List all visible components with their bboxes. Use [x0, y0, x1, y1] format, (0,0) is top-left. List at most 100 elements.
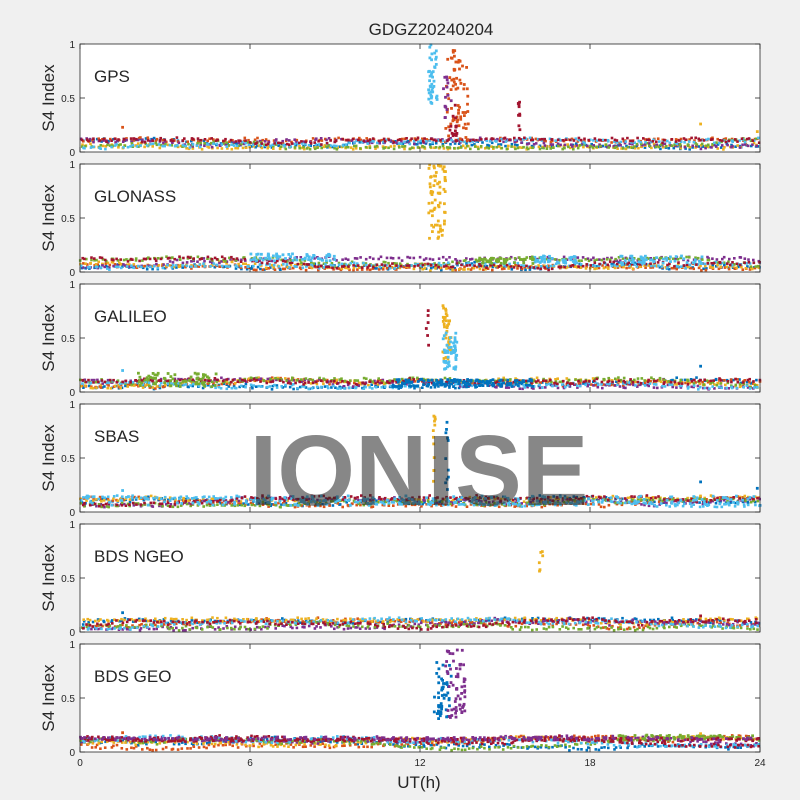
data-point: [182, 496, 185, 500]
data-point: [535, 376, 539, 380]
data-point: [203, 259, 206, 263]
data-point: [207, 379, 211, 382]
data-point: [169, 375, 173, 378]
data-point: [132, 263, 136, 266]
data-point: [108, 144, 112, 147]
data-point: [431, 214, 434, 218]
data-point: [468, 383, 472, 386]
data-point: [663, 381, 666, 384]
data-point: [452, 77, 456, 81]
data-point: [445, 381, 448, 384]
data-point: [368, 386, 372, 389]
data-point: [660, 380, 663, 384]
data-point: [533, 379, 536, 383]
data-point: [557, 261, 561, 265]
data-point: [440, 380, 444, 383]
data-point: [458, 78, 462, 82]
data-point: [544, 379, 548, 383]
data-point: [82, 386, 85, 389]
data-point: [413, 503, 417, 507]
data-point: [159, 257, 163, 261]
data-point: [547, 260, 550, 264]
data-point: [569, 146, 572, 150]
data-point: [165, 503, 168, 506]
data-point: [532, 266, 536, 269]
data-point: [304, 140, 308, 144]
data-point: [259, 139, 262, 143]
data-point: [381, 378, 385, 382]
data-point: [111, 499, 115, 502]
data-point: [480, 504, 483, 507]
data-point: [285, 379, 288, 382]
data-point: [533, 258, 537, 261]
data-point: [332, 264, 335, 267]
data-point: [613, 146, 617, 150]
data-point: [746, 502, 750, 505]
data-point: [443, 222, 446, 226]
data-point: [194, 264, 197, 268]
data-point: [326, 386, 330, 390]
data-point: [220, 255, 224, 259]
data-point: [491, 382, 495, 385]
data-point: [522, 380, 526, 384]
data-point: [138, 259, 141, 263]
data-point: [746, 378, 750, 382]
data-point: [656, 386, 659, 390]
data-point: [448, 128, 452, 132]
data-point: [677, 382, 681, 385]
data-point: [431, 86, 435, 90]
data-point: [301, 258, 304, 261]
data-point: [568, 382, 572, 385]
data-point: [546, 497, 550, 501]
data-point: [481, 379, 485, 383]
data-point: [337, 261, 341, 265]
data-point: [610, 136, 614, 140]
data-point: [137, 264, 140, 268]
data-point: [188, 146, 192, 149]
data-point: [513, 136, 516, 140]
data-point: [438, 500, 441, 504]
data-point: [593, 259, 596, 262]
data-point: [625, 380, 629, 383]
data-point: [95, 498, 98, 501]
data-point: [395, 385, 399, 388]
data-point: [211, 380, 214, 384]
data-point: [237, 264, 241, 268]
data-point: [433, 198, 437, 202]
data-point: [654, 383, 658, 386]
data-point: [408, 386, 411, 389]
data-point: [478, 256, 482, 260]
data-point: [476, 378, 479, 382]
data-point: [102, 499, 106, 502]
data-point: [669, 380, 673, 384]
data-point: [500, 384, 503, 388]
data-point: [220, 501, 224, 505]
data-point: [669, 260, 672, 263]
data-point: [613, 140, 616, 144]
data-point: [93, 257, 96, 260]
data-point: [451, 379, 455, 382]
data-point: [134, 259, 138, 262]
data-point: [517, 105, 521, 109]
data-point: [443, 104, 447, 108]
data-point: [547, 257, 550, 260]
data-point: [399, 142, 403, 145]
data-point: [258, 256, 262, 260]
data-point: [617, 261, 620, 264]
data-point: [400, 140, 403, 143]
data-point: [222, 142, 225, 145]
data-point: [527, 142, 531, 145]
data-point: [202, 139, 206, 142]
data-point: [135, 145, 139, 148]
data-point: [250, 267, 254, 270]
data-point: [426, 321, 430, 324]
data-point: [528, 377, 532, 381]
data-point: [397, 142, 401, 145]
data-point: [455, 378, 459, 382]
data-point: [257, 501, 261, 505]
data-point: [621, 257, 625, 260]
data-point: [128, 498, 132, 501]
data-point: [679, 140, 683, 143]
data-point: [333, 377, 336, 380]
data-point: [495, 145, 498, 149]
